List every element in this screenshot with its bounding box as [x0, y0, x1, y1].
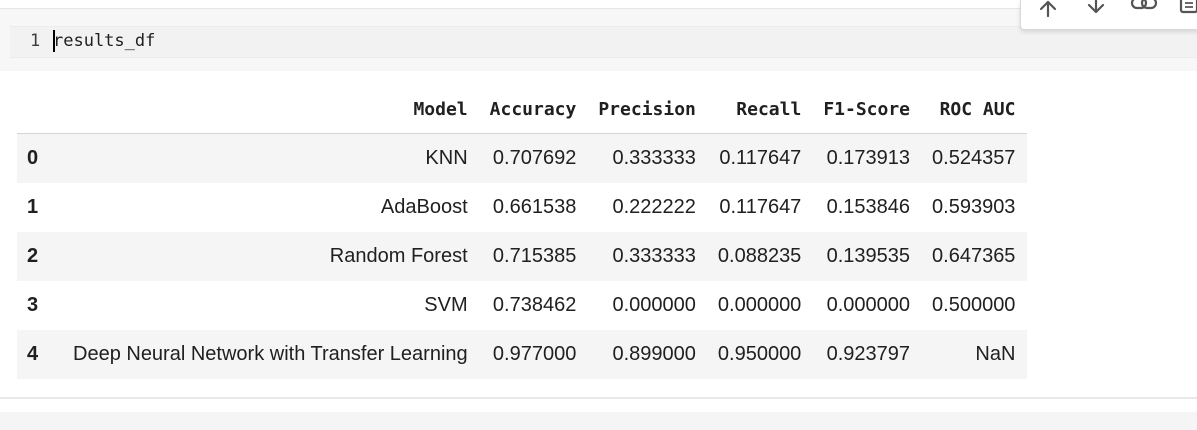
- cell-precision: 0.000000: [588, 281, 708, 330]
- cell-divider: [0, 397, 1197, 399]
- column-header-accuracy: Accuracy: [479, 85, 589, 134]
- cell-model: KNN: [63, 133, 480, 183]
- row-index: 2: [17, 232, 63, 281]
- cell-f1-score: 0.000000: [813, 281, 923, 330]
- row-index: 0: [17, 133, 63, 183]
- top-strip: [0, 0, 1197, 8]
- table-header-row: Model Accuracy Precision Recall F1-Score…: [17, 85, 1028, 134]
- cell-f1-score: 0.923797: [813, 330, 923, 379]
- row-index: 4: [17, 330, 63, 379]
- table-row: 2 Random Forest 0.715385 0.333333 0.0882…: [17, 232, 1028, 281]
- results-dataframe-table: Model Accuracy Precision Recall F1-Score…: [17, 85, 1028, 379]
- cell-roc-auc: 0.647365: [922, 232, 1028, 281]
- column-header-f1-score: F1-Score: [813, 85, 923, 134]
- code-cell[interactable]: 1 results_df: [0, 9, 1197, 71]
- code-text[interactable]: results_df: [53, 31, 156, 51]
- arrow-up-icon[interactable]: [1033, 0, 1063, 20]
- text-cursor: [53, 30, 55, 52]
- cell-precision: 0.333333: [588, 133, 708, 183]
- cell-f1-score: 0.173913: [813, 133, 923, 183]
- cell-output: Model Accuracy Precision Recall F1-Score…: [0, 71, 1197, 396]
- cell-accuracy: 0.738462: [479, 281, 589, 330]
- cell-recall: 0.088235: [707, 232, 814, 281]
- cell-accuracy: 0.715385: [479, 232, 589, 281]
- cell-roc-auc: 0.524357: [922, 133, 1028, 183]
- link-icon[interactable]: [1129, 0, 1159, 20]
- line-number: 1: [30, 31, 41, 51]
- cell-model: SVM: [63, 281, 480, 330]
- cell-f1-score: 0.139535: [813, 232, 923, 281]
- table-row: 1 AdaBoost 0.661538 0.222222 0.117647 0.…: [17, 183, 1028, 232]
- arrow-down-icon[interactable]: [1081, 0, 1111, 20]
- table-row: 4 Deep Neural Network with Transfer Lear…: [17, 330, 1028, 379]
- cell-toolbar: [1020, 0, 1197, 30]
- cell-accuracy: 0.661538: [479, 183, 589, 232]
- cell-accuracy: 0.977000: [479, 330, 589, 379]
- cell-precision: 0.899000: [588, 330, 708, 379]
- cell-f1-score: 0.153846: [813, 183, 923, 232]
- column-header-recall: Recall: [707, 85, 814, 134]
- row-index: 1: [17, 183, 63, 232]
- comment-icon[interactable]: [1177, 0, 1197, 20]
- row-index: 3: [17, 281, 63, 330]
- cell-roc-auc: 0.500000: [922, 281, 1028, 330]
- table-row: 0 KNN 0.707692 0.333333 0.117647 0.17391…: [17, 133, 1028, 183]
- column-header-roc-auc: ROC AUC: [922, 85, 1028, 134]
- cell-recall: 0.000000: [707, 281, 814, 330]
- cell-model: Deep Neural Network with Transfer Learni…: [63, 330, 480, 379]
- cell-accuracy: 0.707692: [479, 133, 589, 183]
- cell-recall: 0.117647: [707, 133, 814, 183]
- cell-recall: 0.950000: [707, 330, 814, 379]
- cell-model: AdaBoost: [63, 183, 480, 232]
- cell-precision: 0.222222: [588, 183, 708, 232]
- column-header-model: Model: [63, 85, 480, 134]
- column-header-precision: Precision: [588, 85, 708, 134]
- code-editor[interactable]: 1 results_df: [10, 26, 1197, 58]
- cell-model: Random Forest: [63, 232, 480, 281]
- cell-recall: 0.117647: [707, 183, 814, 232]
- cell-roc-auc: 0.593903: [922, 183, 1028, 232]
- index-header: [17, 85, 63, 134]
- cell-roc-auc: NaN: [922, 330, 1028, 379]
- next-cell[interactable]: [0, 412, 1197, 430]
- cell-precision: 0.333333: [588, 232, 708, 281]
- table-row: 3 SVM 0.738462 0.000000 0.000000 0.00000…: [17, 281, 1028, 330]
